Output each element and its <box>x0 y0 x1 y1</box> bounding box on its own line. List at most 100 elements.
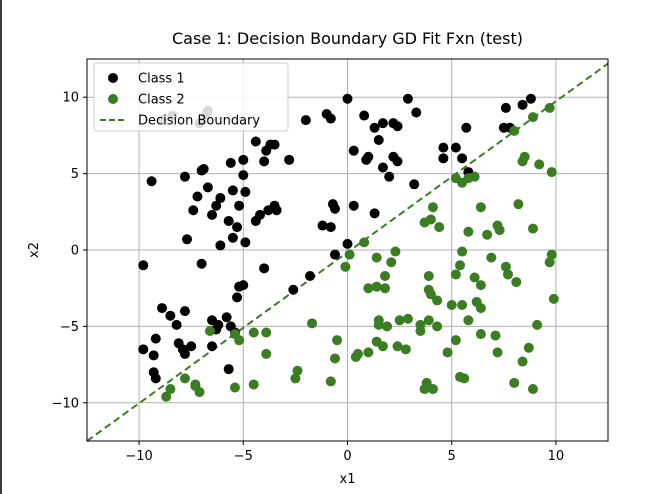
class-2-point <box>363 347 374 358</box>
class-1-point <box>215 240 226 251</box>
class-2-point <box>363 283 374 294</box>
class-2-point <box>400 344 411 355</box>
class-2-point <box>482 229 493 240</box>
class-1-point <box>186 341 197 352</box>
class-2-point <box>517 356 528 367</box>
class-2-point <box>434 222 445 233</box>
class-1-point <box>259 156 270 167</box>
x-tick-label: −5 <box>234 449 253 464</box>
class-2-point <box>261 348 272 359</box>
class-2-point <box>475 280 486 291</box>
class-2-point <box>371 252 382 263</box>
y-tick-label: 10 <box>62 91 79 106</box>
class-1-point <box>238 170 249 181</box>
class-1-point <box>271 205 282 216</box>
class-1-point <box>517 99 528 110</box>
class-1-point <box>227 185 238 196</box>
class-1-point <box>250 136 261 147</box>
class-2-point <box>492 347 503 358</box>
class-2-point <box>415 325 426 336</box>
class-2-point <box>450 269 461 280</box>
class-1-point <box>179 348 190 359</box>
class-1-point <box>384 171 395 182</box>
legend: Class 1 Class 2 Decision Boundary <box>93 62 289 132</box>
class-1-point <box>234 200 245 211</box>
class-1-point <box>238 154 249 165</box>
class-1-point <box>461 122 472 133</box>
class-2-point <box>329 353 340 364</box>
class-1-point <box>213 319 224 330</box>
class-1-point <box>363 151 374 162</box>
class-2-point <box>450 335 461 346</box>
legend-marker <box>108 73 118 83</box>
class-1-point <box>225 157 236 168</box>
class-2-point <box>423 315 434 326</box>
class-2-point <box>513 199 524 210</box>
class-2-point <box>261 327 272 338</box>
class-2-point <box>463 226 474 237</box>
class-2-point <box>248 327 259 338</box>
y-tick-label: −10 <box>52 396 79 411</box>
class-1-point <box>250 215 261 226</box>
class-2-point <box>494 225 505 236</box>
class-1-point <box>377 118 388 129</box>
legend-label: Class 1 <box>138 72 185 87</box>
class-1-point <box>411 107 422 118</box>
class-1-point <box>288 284 299 295</box>
class-1-point <box>179 171 190 182</box>
class-2-point <box>402 313 413 324</box>
ticks-layer: −10 −5 0 5 10 −10 −5 0 5 10 <box>52 91 565 464</box>
class-2-point <box>377 341 388 352</box>
class-2-point <box>292 365 303 376</box>
class-2-point <box>548 293 559 304</box>
class-2-point <box>229 382 240 393</box>
class-1-point <box>342 238 353 249</box>
class-2-point <box>446 300 457 311</box>
class-2-point <box>427 384 438 395</box>
class-2-point <box>427 202 438 213</box>
class-1-point <box>369 208 380 219</box>
class-1-point <box>348 200 359 211</box>
class-2-point <box>502 269 513 280</box>
legend-label: Decision Boundary <box>138 114 260 129</box>
class-2-point <box>194 387 205 398</box>
class-2-point <box>511 277 522 288</box>
class-1-point <box>198 164 209 175</box>
class-1-point <box>240 237 251 248</box>
y-tick-label: −5 <box>60 320 79 335</box>
class-1-point <box>325 113 336 124</box>
class-1-point <box>438 142 449 153</box>
legend-marker <box>108 94 118 104</box>
class-2-point <box>380 270 391 281</box>
class-1-point <box>369 122 380 133</box>
class-2-point <box>419 384 430 395</box>
class-2-point <box>475 202 486 213</box>
class-1-point <box>150 373 161 384</box>
chart-title: Case 1: Decision Boundary GD Fit Fxn (te… <box>172 29 523 48</box>
class-2-point <box>544 102 555 113</box>
class-2-point <box>344 249 355 260</box>
class-2-point <box>546 167 557 178</box>
class-1-point <box>457 153 468 164</box>
class-2-point <box>380 283 391 294</box>
class-2-point <box>394 315 405 326</box>
class-2-point <box>475 303 486 314</box>
class-2-point <box>190 379 201 390</box>
class-2-point <box>509 125 520 136</box>
class-1-point <box>148 350 159 361</box>
class-2-point <box>544 257 555 268</box>
class-2-point <box>359 237 370 248</box>
class-1-point <box>227 232 238 243</box>
legend-label: Class 2 <box>138 93 185 108</box>
class-2-point <box>248 379 259 390</box>
class-2-point <box>546 249 557 260</box>
class-1-point <box>196 258 207 269</box>
y-tick-label: 5 <box>71 167 79 182</box>
class-2-point <box>371 281 382 292</box>
x-tick-label: −10 <box>125 449 152 464</box>
class-2-point <box>165 384 176 395</box>
class-2-point <box>307 318 318 329</box>
class-2-point <box>332 335 343 346</box>
class-1-point <box>373 134 384 145</box>
class-1-point <box>215 193 226 204</box>
